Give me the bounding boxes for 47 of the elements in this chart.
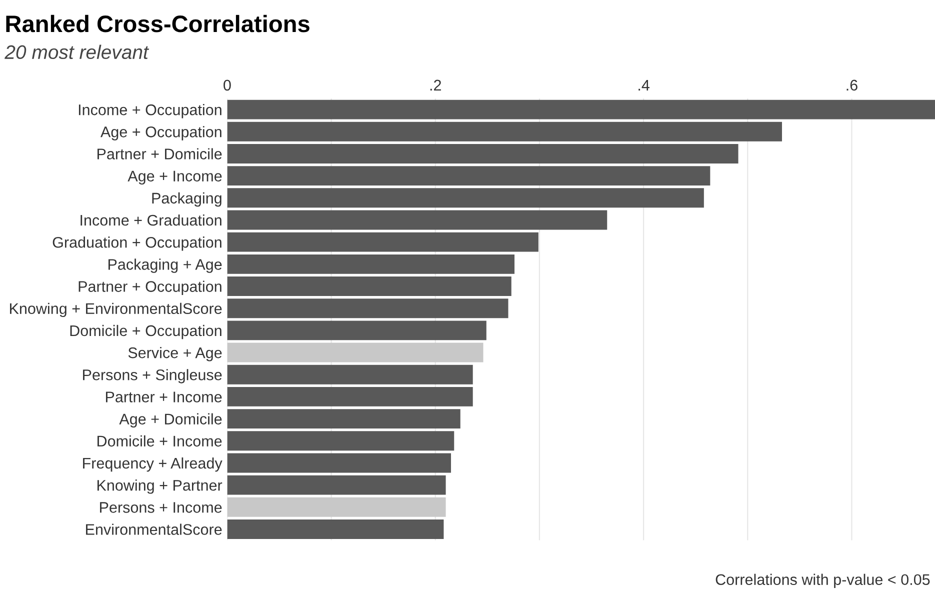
chart-subtitle: 20 most relevant xyxy=(4,44,150,60)
x-tick-label: .4 xyxy=(638,80,650,90)
bar xyxy=(227,188,704,208)
x-tick-label: .6 xyxy=(846,80,858,91)
bar xyxy=(227,364,473,384)
bar xyxy=(227,232,538,252)
y-tick-label: Frequency + Already xyxy=(83,457,222,472)
bar xyxy=(227,386,473,406)
bar xyxy=(227,453,451,473)
y-tick-label: Service + Age xyxy=(128,346,222,362)
bar xyxy=(227,497,446,517)
y-tick-label: Knowing + EnvironmentalScore xyxy=(10,302,222,318)
y-tick-label: Age + Domicile xyxy=(119,413,222,428)
y-tick-label: Income + Occupation xyxy=(78,104,222,118)
bar xyxy=(227,342,484,362)
bar xyxy=(227,431,454,451)
bar xyxy=(227,320,486,340)
y-tick-label: Packaging xyxy=(152,192,222,207)
bar xyxy=(227,254,514,274)
y-tick-label: Income + Graduation xyxy=(80,214,222,226)
y-tick-label: Domicile + Occupation xyxy=(70,324,222,340)
y-tick-label: Partner + Income xyxy=(106,392,222,402)
y-tick-label: Domicile + Income xyxy=(98,435,222,447)
y-tick-label: Persons + Singleuse xyxy=(83,369,222,384)
y-tick-label: Graduation + Occupation xyxy=(52,236,222,251)
y-tick-label: Age + Income xyxy=(128,170,222,185)
y-tick-label: Age + Occupation xyxy=(100,126,222,140)
bar xyxy=(227,475,446,495)
bar xyxy=(227,298,508,318)
bar xyxy=(227,409,460,429)
y-tick-label: Persons + Income xyxy=(100,502,222,513)
text: Correlations with p-value < 0.05 xyxy=(716,574,930,588)
bar xyxy=(227,122,782,142)
bar xyxy=(227,166,710,186)
y-tick-label: Packaging + Age xyxy=(108,258,222,273)
x-tick-label: .2 xyxy=(430,80,441,90)
bar xyxy=(227,520,444,539)
chart-title: Ranked Cross-Correlations xyxy=(6,14,310,32)
y-tick-label: Knowing + Partner xyxy=(97,480,222,494)
bar xyxy=(227,100,935,120)
y-tick-label: Partner + Domicile xyxy=(98,148,222,160)
bar xyxy=(227,276,512,296)
x-tick-label: 0 xyxy=(224,80,231,91)
bar xyxy=(227,210,608,230)
y-tick-label: EnvironmentalScore xyxy=(86,524,222,535)
bar xyxy=(227,144,738,164)
y-tick-label: Partner + Occupation xyxy=(78,280,222,295)
